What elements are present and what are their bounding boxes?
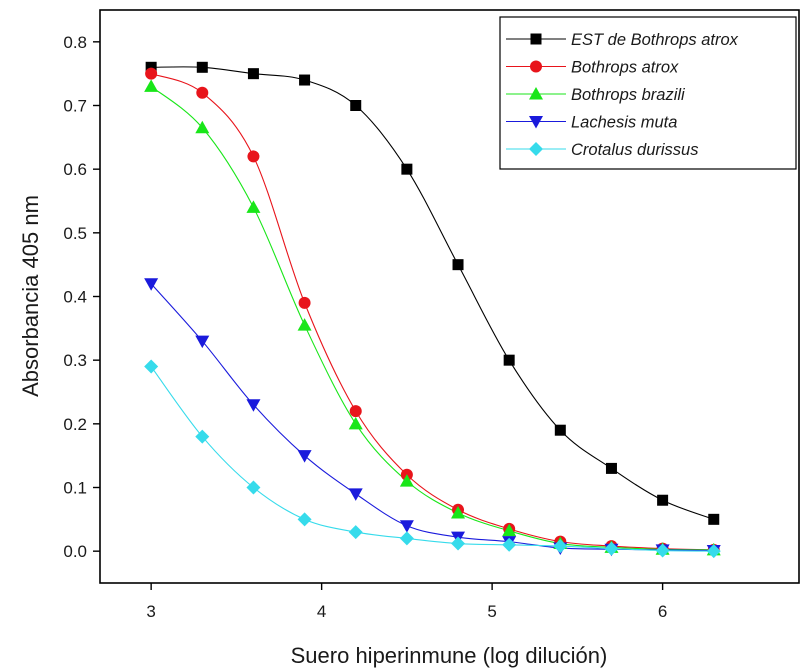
data-point-bothrops-atrox [196,86,209,99]
data-point-est-de-bothrops-atrox [503,354,515,366]
axis-ticks: 3 4 5 6 0.0 0.1 0.2 0.3 0.4 0.5 0.6 0.7 0.8 [63,33,667,621]
legend-marker-lachesis-muta [529,116,543,129]
data-point-bothrops-atrox [349,405,362,418]
y-tick-label: 0.4 [63,288,87,307]
legend-label-bothrops-brazili: Bothrops brazili [571,86,686,104]
data-point-bothrops-atrox [145,67,158,80]
data-point-lachesis-muta [399,520,414,533]
data-point-bothrops-brazili [246,200,261,213]
data-point-crotalus-durissus [451,536,466,551]
data-point-bothrops-brazili [502,523,517,537]
data-point-bothrops-brazili [144,79,159,92]
data-point-crotalus-durissus [246,480,261,495]
series-markers [144,61,721,559]
y-tick-label: 0.1 [63,479,87,498]
data-point-est-de-bothrops-atrox [145,61,157,73]
data-point-est-de-bothrops-atrox [554,424,566,436]
legend-marker-crotalus-durissus [529,142,543,156]
data-point-crotalus-durissus [502,537,517,552]
y-tick-label: 0.2 [63,415,87,434]
data-point-bothrops-atrox [247,150,260,163]
data-point-lachesis-muta [195,335,210,349]
y-tick-label: 0.7 [63,97,87,116]
y-tick-label: 0.0 [63,542,87,561]
data-point-est-de-bothrops-atrox [452,259,464,271]
legend-marker-bothrops-brazili [529,87,543,100]
data-point-bothrops-atrox [298,296,311,309]
x-axis-title: Suero hiperinmune (log dilución) [291,643,608,668]
series-line-crotalus-durissus [150,366,714,552]
legend-marker-bothrops-atrox [530,60,542,73]
data-point-crotalus-durissus [655,543,670,558]
legend-marker-est-de-bothrops-atrox [530,33,542,45]
x-tick-label: 4 [317,602,326,621]
data-point-lachesis-muta [297,450,312,463]
data-point-lachesis-muta [246,399,261,412]
data-point-est-de-bothrops-atrox [401,163,413,175]
data-point-bothrops-brazili [348,416,363,430]
data-point-bothrops-brazili [297,318,312,331]
data-point-crotalus-durissus [399,531,414,546]
data-point-bothrops-brazili [399,474,414,487]
x-tick-label: 5 [487,602,496,621]
data-point-est-de-bothrops-atrox [299,74,311,86]
legend-label-lachesis-muta: Lachesis muta [571,114,677,132]
data-point-crotalus-durissus [604,541,619,556]
data-point-est-de-bothrops-atrox [350,100,362,111]
data-point-crotalus-durissus [553,539,568,554]
x-tick-label: 3 [146,602,155,621]
legend-label-crotalus-durissus: Crotalus durissus [571,141,698,159]
data-point-lachesis-muta [144,278,159,291]
series-line-lachesis-muta [150,283,714,552]
data-point-est-de-bothrops-atrox [708,513,720,525]
data-point-crotalus-durissus [144,359,159,374]
y-tick-label: 0.6 [63,160,87,179]
data-point-bothrops-brazili [451,505,466,519]
data-point-est-de-bothrops-atrox [196,61,208,73]
data-point-crotalus-durissus [297,512,312,527]
legend-label-bothrops-atrox: Bothrops atrox [571,59,679,77]
x-tick-label: 6 [658,602,667,621]
y-tick-label: 0.8 [63,33,87,52]
y-tick-label: 0.5 [63,224,87,243]
y-tick-label: 0.3 [63,351,87,370]
data-point-crotalus-durissus [348,525,363,540]
data-point-est-de-bothrops-atrox [605,462,617,474]
legend-label-est-de-bothrops-atrox: EST de Bothrops atrox [571,31,739,49]
legend-box [499,16,797,170]
data-point-crotalus-durissus [195,429,210,444]
data-point-est-de-bothrops-atrox [247,68,259,80]
data-point-est-de-bothrops-atrox [657,494,669,506]
legend: EST de Bothrops atrox Bothrops atrox Bothr… [499,16,797,170]
data-point-crotalus-durissus [706,544,721,559]
data-point-bothrops-brazili [195,120,210,134]
y-axis-title: Absorbancia 405 nm [18,195,43,397]
data-point-lachesis-muta [348,488,363,501]
